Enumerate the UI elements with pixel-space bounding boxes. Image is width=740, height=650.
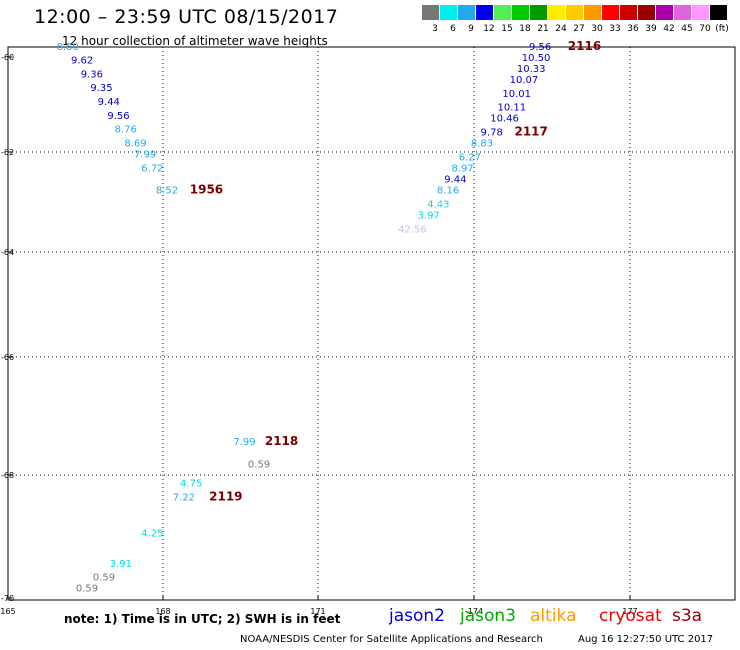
wave-height-value: 3.97 — [418, 210, 440, 221]
color-scale-swatch — [422, 5, 439, 20]
wave-height-value: 0.59 — [248, 459, 270, 470]
y-tick-label: -66 — [1, 353, 14, 362]
wave-height-value: 8.69 — [124, 139, 146, 150]
color-scale-label: 27 — [573, 24, 585, 34]
x-tick-label: -174 — [465, 607, 483, 616]
color-scale-label: 21 — [537, 24, 549, 34]
pass-number-label: 1956 — [190, 183, 223, 197]
pass-number-label: 2118 — [265, 434, 298, 448]
y-tick-label: -68 — [1, 471, 14, 480]
pass-number-label: 2117 — [514, 124, 547, 138]
wave-height-value: 3.91 — [110, 559, 132, 570]
wave-height-value: 7.22 — [173, 492, 195, 503]
pass-number-label: 2116 — [568, 39, 601, 53]
legend-item-cryosat: cryosat — [599, 606, 662, 626]
wave-height-value: 9.62 — [71, 56, 93, 67]
color-scale-swatch — [494, 5, 511, 20]
wave-height-value: 6.72 — [141, 163, 163, 174]
wave-height-value: 0.59 — [93, 573, 115, 584]
legend-item-jason2: jason2 — [389, 606, 445, 626]
color-scale-label: 18 — [519, 24, 531, 34]
wave-height-value: 10.01 — [502, 89, 531, 100]
color-scale-label: 42 — [663, 24, 675, 34]
color-scale-swatch — [620, 5, 637, 20]
footnote: note: 1) Time is in UTC; 2) SWH is in fe… — [64, 612, 341, 626]
color-scale-swatch — [548, 5, 565, 20]
wave-height-value: 0.59 — [76, 584, 98, 595]
color-scale-label: 12 — [483, 24, 495, 34]
wave-height-value: 8.83 — [471, 139, 493, 150]
wave-height-value: 10.46 — [490, 114, 519, 125]
plot-frame — [7, 46, 736, 601]
wave-height-value: 8.16 — [437, 186, 459, 197]
color-scale-swatch — [656, 5, 673, 20]
wave-height-value: 4.25 — [141, 528, 163, 539]
color-scale-label: 70 — [699, 24, 711, 34]
wave-height-value: 6.27 — [459, 152, 481, 163]
color-scale-label: 3 — [432, 24, 438, 34]
wave-height-value: 8.80 — [56, 42, 78, 53]
wave-height-value: 9.35 — [90, 83, 112, 94]
wave-height-value: 8.52 — [156, 186, 178, 197]
color-scale-swatch — [458, 5, 475, 20]
wave-height-value: 7.99 — [233, 437, 255, 448]
generated-timestamp: Aug 16 12:27:50 UTC 2017 — [578, 634, 714, 645]
color-scale-swatch — [674, 5, 691, 20]
wave-height-value: 9.44 — [444, 174, 466, 185]
color-scale-swatch — [584, 5, 601, 20]
legend-item-s3a: s3a — [672, 606, 703, 626]
color-scale-swatch — [638, 5, 655, 20]
y-tick-label: -70 — [1, 594, 14, 603]
wave-height-value: 9.56 — [107, 111, 129, 122]
wave-height-value: 9.56 — [529, 42, 551, 53]
color-scale-label: 30 — [591, 24, 603, 34]
color-scale-label: 39 — [645, 24, 657, 34]
wave-height-value: 4.75 — [180, 479, 202, 490]
legend-item-altika: altika — [530, 606, 577, 626]
legend-item-jason3: jason3 — [460, 606, 516, 626]
color-scale-label: 6 — [450, 24, 456, 34]
color-scale-label: 36 — [627, 24, 639, 34]
wave-height-value: 4.43 — [427, 199, 449, 210]
x-tick-label: 177 — [622, 607, 637, 616]
color-scale-swatch — [602, 5, 619, 20]
wave-height-value: 8.76 — [115, 125, 137, 136]
wave-height-value: 42.56 — [398, 224, 427, 235]
x-tick-label: 168 — [155, 607, 170, 616]
color-scale-label: 24 — [555, 24, 567, 34]
color-scale-swatch — [530, 5, 547, 20]
color-scale-swatch — [710, 5, 727, 20]
y-tick-label: -64 — [1, 248, 14, 257]
color-scale-label: 33 — [609, 24, 621, 34]
color-scale-unit: (ft) — [715, 24, 729, 34]
color-scale-swatch — [512, 5, 529, 20]
wave-height-value: 10.50 — [522, 53, 551, 64]
wave-height-value: 10.11 — [498, 103, 527, 114]
x-tick-label: 165 — [0, 607, 15, 616]
wave-height-value: 10.07 — [510, 75, 539, 86]
color-scale-swatch — [440, 5, 457, 20]
wave-height-value: 10.33 — [517, 64, 546, 75]
x-tick-label: 171 — [310, 607, 325, 616]
y-tick-label: -62 — [1, 148, 14, 157]
color-scale-label: 9 — [468, 24, 474, 34]
color-scale-swatch — [566, 5, 583, 20]
color-scale-label: 15 — [501, 24, 513, 34]
wave-height-value: 8.97 — [451, 163, 473, 174]
color-scale-swatch — [692, 5, 709, 20]
y-tick-label: -60 — [1, 53, 14, 62]
color-scale-label: 45 — [681, 24, 693, 34]
chart-title: 12:00 – 23:59 UTC 08/15/2017 — [34, 6, 339, 28]
color-scale-swatch — [476, 5, 493, 20]
wave-height-value: 9.36 — [81, 69, 103, 80]
wave-height-value: 9.78 — [481, 127, 503, 138]
chart-subtitle: 12 hour collection of altimeter wave hei… — [62, 34, 328, 48]
credit-line: NOAA/NESDIS Center for Satellite Applica… — [240, 634, 543, 645]
pass-number-label: 2119 — [209, 489, 242, 503]
wave-height-value: 7.99 — [134, 150, 156, 161]
wave-height-value: 9.44 — [98, 97, 120, 108]
